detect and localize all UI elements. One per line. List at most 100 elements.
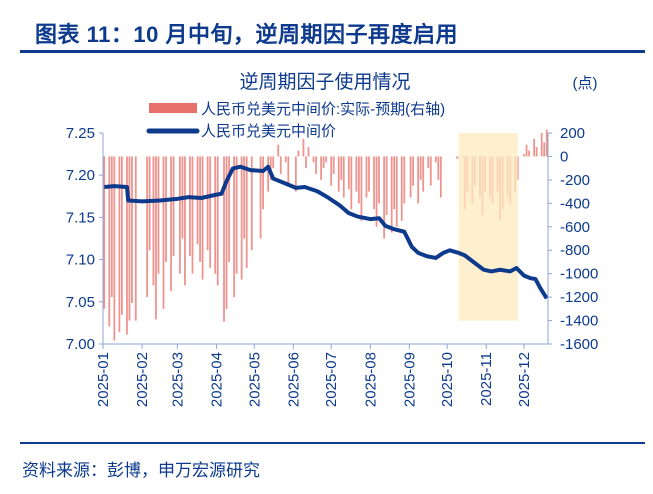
- bar: [525, 144, 528, 157]
- right-tick-label: -400: [560, 195, 590, 212]
- source-note: 资料来源：彭博，申万宏源研究: [22, 461, 260, 480]
- bar: [395, 156, 398, 227]
- bar: [342, 156, 345, 198]
- highlight-region: [458, 133, 518, 321]
- right-tick-label: -1000: [560, 266, 598, 283]
- bar: [540, 133, 543, 157]
- bar: [322, 156, 325, 169]
- bar: [545, 129, 548, 157]
- bar: [196, 156, 199, 245]
- right-tick-label: -1200: [560, 289, 598, 306]
- x-tick-label: 2025-07: [323, 352, 340, 407]
- x-tick-label: 2025-03: [169, 352, 186, 407]
- bar: [216, 156, 219, 286]
- right-tick-label: -200: [560, 172, 590, 189]
- bar: [456, 156, 459, 159]
- bar: [439, 156, 442, 198]
- bar: [337, 156, 340, 192]
- bar: [305, 156, 307, 169]
- bar: [277, 144, 280, 157]
- line-series: [104, 164, 549, 300]
- bar: [393, 156, 396, 210]
- bar: [206, 156, 209, 251]
- legend-bar-swatch: [149, 103, 197, 113]
- bar: [214, 156, 217, 274]
- bar: [434, 156, 437, 163]
- bar: [347, 156, 350, 190]
- bar: [437, 156, 440, 180]
- left-tick-label: 7.20: [66, 167, 95, 184]
- bar: [199, 156, 201, 262]
- right-tick-label: 0: [560, 148, 568, 165]
- bar: [375, 156, 378, 227]
- bar: [191, 156, 194, 274]
- bar: [320, 156, 322, 180]
- bar: [201, 156, 204, 280]
- bar: [365, 156, 368, 198]
- x-tick-label: 2025-05: [246, 352, 263, 407]
- bar: [419, 156, 422, 180]
- x-tick-label: 2025-09: [401, 352, 418, 407]
- bar: [302, 138, 305, 157]
- chart: 逆周期因子使用情况 (点) 人民币兑美元中间价:实际-预期(右轴) 人民币兑美元…: [66, 71, 599, 407]
- bar: [131, 156, 133, 303]
- bar: [523, 154, 525, 157]
- bar: [422, 156, 425, 192]
- legend-bar-label: 人民币兑美元中间价:实际-预期(右轴): [201, 101, 445, 118]
- right-tick-label: -800: [560, 242, 590, 259]
- left-tick-label: 7.15: [66, 209, 95, 226]
- bar: [240, 156, 243, 280]
- right-axis-unit: (点): [573, 75, 598, 92]
- right-tick-label: 200: [560, 125, 585, 142]
- bar: [121, 156, 123, 315]
- bar: [113, 156, 116, 341]
- bar: [535, 147, 538, 157]
- bar: [170, 156, 172, 292]
- bar: [360, 156, 363, 221]
- figure-title: 图表 11：10 月中旬，逆周期因子再度启用: [35, 22, 458, 47]
- highlight-rect: [458, 133, 518, 321]
- bar: [243, 156, 246, 239]
- bar: [409, 156, 412, 198]
- bar: [178, 156, 181, 274]
- x-tick-label: 2025-08: [362, 352, 379, 407]
- left-tick-label: 7.00: [66, 336, 95, 353]
- bar: [128, 156, 131, 321]
- bar: [259, 156, 262, 239]
- left-tick-label: 7.25: [66, 125, 95, 142]
- bar: [152, 156, 155, 286]
- bar: [373, 156, 375, 210]
- bar: [209, 156, 212, 268]
- price-line: [104, 164, 549, 300]
- bar: [332, 156, 335, 175]
- bar: [427, 156, 430, 169]
- bar: [245, 156, 248, 268]
- x-tick-label: 2025-02: [134, 352, 151, 407]
- right-tick-label: -1600: [560, 336, 598, 353]
- bar: [262, 156, 264, 210]
- bar: [287, 156, 290, 186]
- bar: [110, 156, 113, 298]
- bar: [118, 156, 121, 333]
- bar: [350, 156, 353, 210]
- bar: [312, 156, 315, 163]
- left-tick-label: 7.05: [66, 294, 95, 311]
- x-tick-label: 2025-06: [285, 352, 302, 407]
- chart-title: 逆周期因子使用情况: [239, 71, 410, 93]
- bar: [267, 156, 270, 192]
- bar: [294, 156, 297, 192]
- bar: [155, 156, 157, 320]
- right-tick-label: -600: [560, 219, 590, 236]
- bar: [272, 156, 275, 169]
- axes: 7.00 7.05 7.10 7.15 7.20 7.25 -1600 -1400 -1200 -…: [66, 125, 599, 407]
- bar: [189, 156, 191, 257]
- bar: [233, 156, 236, 298]
- bar: [400, 156, 403, 221]
- bar: [368, 156, 370, 192]
- bar: [184, 156, 186, 286]
- bar: [172, 156, 175, 257]
- bar: [412, 156, 415, 186]
- bar: [126, 156, 128, 335]
- bar: [103, 156, 106, 309]
- bar: [378, 156, 380, 204]
